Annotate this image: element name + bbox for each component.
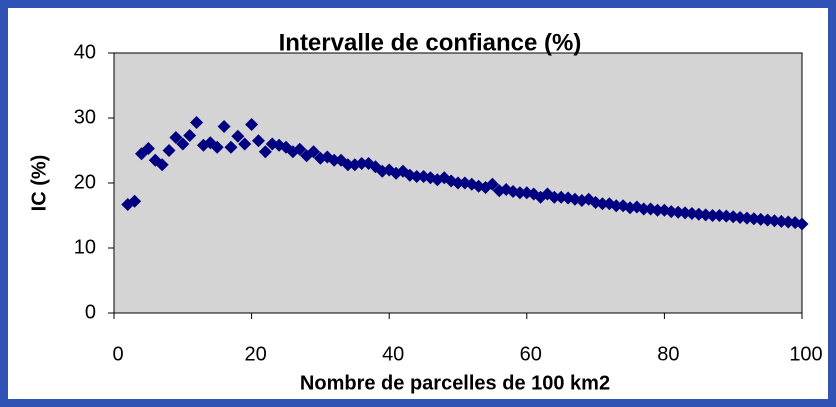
point: [547, 190, 561, 204]
point: [155, 158, 169, 172]
point: [795, 217, 809, 231]
point: [485, 177, 499, 191]
y-tick-label: 30: [74, 106, 96, 128]
point: [224, 140, 238, 154]
point: [651, 203, 665, 217]
y-tick-label: 20: [74, 171, 96, 193]
point: [245, 118, 259, 131]
y-axis-label: IC (%): [28, 155, 50, 212]
x-tick-label: 0: [112, 343, 123, 365]
point: [451, 176, 465, 190]
point: [141, 142, 155, 156]
y-tick-label: 0: [85, 301, 96, 323]
point: [169, 131, 183, 144]
point: [231, 129, 245, 143]
point: [637, 202, 651, 216]
point: [706, 209, 720, 222]
point: [327, 153, 341, 167]
point: [176, 137, 190, 151]
point: [210, 140, 224, 154]
x-tick-label: 80: [657, 343, 679, 365]
x-tick-label: 40: [382, 343, 404, 365]
x-tick-label: 100: [789, 343, 822, 365]
x-tick-label: 20: [244, 343, 266, 365]
x-tick-label: 60: [520, 343, 542, 365]
chart-title: Intervalle de confiance (%): [279, 29, 582, 56]
point: [238, 137, 252, 151]
y-tick-label: 10: [74, 236, 96, 258]
point: [410, 170, 424, 183]
point: [183, 129, 197, 143]
point: [609, 199, 623, 213]
point: [258, 145, 272, 159]
point: [293, 142, 307, 156]
x-axis-label: Nombre de parcelles de 100 km2: [300, 372, 610, 394]
point: [251, 134, 265, 148]
point: [513, 186, 527, 200]
point: [341, 158, 355, 172]
point: [217, 119, 231, 133]
point: [190, 116, 204, 130]
point: [307, 145, 321, 159]
point: [162, 144, 176, 157]
point: [355, 157, 369, 170]
y-tick-label: 40: [74, 41, 96, 63]
point: [128, 194, 142, 208]
point: [595, 197, 609, 211]
